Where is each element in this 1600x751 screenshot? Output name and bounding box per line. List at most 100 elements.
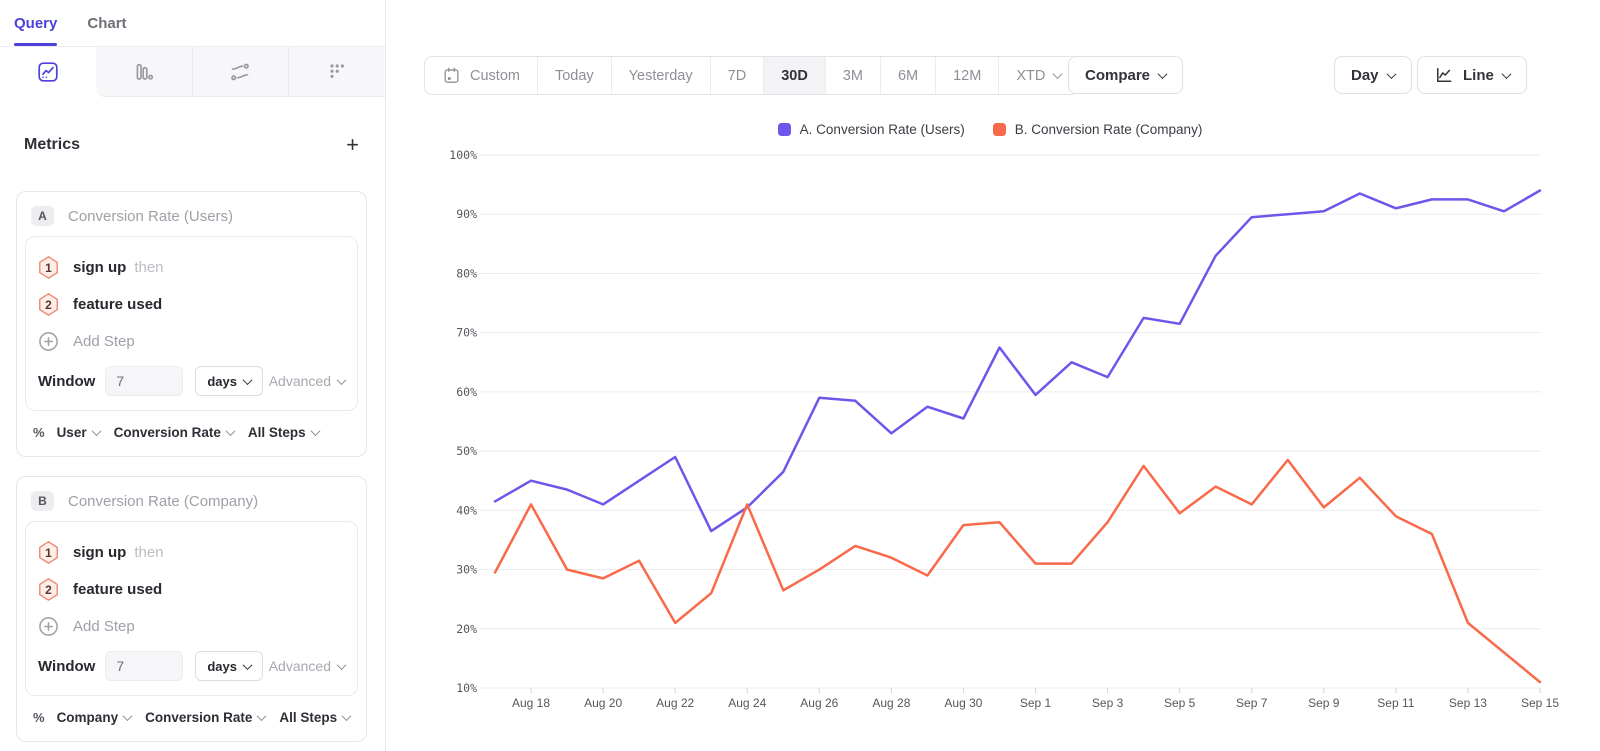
circle-plus-icon — [39, 332, 58, 351]
step-number-badge: 1 — [39, 541, 58, 564]
legend-swatch-a — [777, 123, 791, 136]
insights-icon[interactable] — [0, 47, 96, 97]
granularity-dropdown[interactable]: Day — [1334, 56, 1412, 94]
range-12m[interactable]: 12M — [936, 57, 1000, 94]
compare-dropdown[interactable]: Compare — [1068, 56, 1184, 94]
retention-icon[interactable] — [288, 47, 385, 97]
step-number-badge: 1 — [39, 256, 58, 279]
chevron-down-icon — [256, 711, 267, 722]
window-unit-dropdown[interactable]: days — [195, 651, 263, 681]
window-unit-dropdown[interactable]: days — [195, 366, 263, 396]
step-event-label: sign up — [73, 259, 127, 276]
step-event-label: feature used — [73, 581, 163, 598]
range-3m[interactable]: 3M — [826, 57, 881, 94]
chevron-down-icon — [242, 374, 253, 385]
funnel-icon[interactable] — [95, 47, 192, 97]
chevron-down-icon — [225, 426, 236, 437]
range-30d[interactable]: 30D — [764, 57, 826, 94]
measure-dropdown[interactable]: Conversion Rate — [145, 710, 267, 725]
advanced-dropdown[interactable]: Advanced — [269, 658, 347, 674]
sidebar-tabs: Query Chart — [0, 0, 385, 47]
legend-item-a[interactable]: A. Conversion Rate (Users) — [777, 122, 965, 137]
line-chart-icon — [1437, 68, 1452, 82]
range-custom[interactable]: Custom — [425, 57, 538, 94]
chevron-down-icon — [91, 426, 102, 437]
window-row: Window days Advanced — [38, 366, 347, 396]
steps-box-a: 1 sign up then 2 feature used Add Step — [25, 236, 358, 411]
steps-dropdown[interactable]: All Steps — [248, 425, 321, 440]
chevron-down-icon — [122, 711, 133, 722]
window-label: Window — [38, 372, 96, 390]
chevron-down-icon — [341, 711, 352, 722]
metric-footer-a: % User Conversion Rate All Steps — [25, 411, 358, 442]
flows-icon[interactable] — [191, 47, 289, 97]
step-row[interactable]: 2 feature used — [38, 286, 345, 323]
tab-query[interactable]: Query — [14, 0, 58, 46]
metric-title-b: Conversion Rate (Company) — [68, 492, 259, 510]
step-row[interactable]: 2 feature used — [38, 571, 345, 608]
entity-dropdown[interactable]: Company — [57, 710, 133, 725]
query-sidebar: Query Chart — [0, 0, 386, 751]
chevron-down-icon — [1501, 68, 1512, 79]
steps-dropdown[interactable]: All Steps — [279, 710, 352, 725]
entity-dropdown[interactable]: User — [57, 425, 102, 440]
chevron-down-icon — [242, 659, 253, 670]
metric-card-a: A Conversion Rate (Users) 1 sign up then… — [16, 191, 367, 457]
chevron-down-icon — [336, 374, 347, 385]
range-7d[interactable]: 7D — [711, 57, 765, 94]
metric-footer-b: % Company Conversion Rate All Steps — [25, 696, 358, 727]
metric-title-a: Conversion Rate (Users) — [68, 207, 234, 225]
add-step-button[interactable]: Add Step — [38, 608, 345, 643]
tab-chart[interactable]: Chart — [87, 14, 127, 32]
metrics-header: Metrics + — [0, 132, 385, 157]
steps-box-b: 1 sign up then 2 feature used Add Step — [25, 521, 358, 696]
window-value-input[interactable] — [105, 651, 184, 681]
chevron-down-icon — [310, 426, 321, 437]
metrics-title: Metrics — [24, 136, 81, 153]
step-number-badge: 2 — [39, 578, 58, 601]
measure-dropdown[interactable]: Conversion Rate — [114, 425, 236, 440]
metric-card-b: B Conversion Rate (Company) 1 sign up th… — [16, 476, 367, 742]
range-today[interactable]: Today — [538, 57, 612, 94]
metric-card-b-header[interactable]: B Conversion Rate (Company) — [25, 487, 358, 521]
percent-symbol: % — [33, 425, 45, 440]
step-event-label: feature used — [73, 296, 163, 313]
report-type-toolbar — [0, 47, 385, 97]
chevron-down-icon — [1157, 68, 1168, 79]
range-xtd[interactable]: XTD — [999, 57, 1078, 94]
add-metric-button[interactable]: + — [346, 132, 359, 157]
range-6m[interactable]: 6M — [881, 57, 937, 94]
step-row[interactable]: 1 sign up then — [38, 249, 345, 286]
metric-badge-a: A — [31, 206, 54, 226]
chevron-down-icon — [336, 659, 347, 670]
chevron-down-icon — [1386, 68, 1396, 79]
legend-swatch-b — [992, 123, 1006, 136]
step-row[interactable]: 1 sign up then — [38, 534, 345, 571]
calendar-icon — [444, 67, 459, 83]
circle-plus-icon — [39, 617, 58, 636]
step-number-badge: 2 — [39, 293, 58, 316]
chart-legend: A. Conversion Rate (Users) B. Conversion… — [420, 122, 1560, 137]
percent-symbol: % — [33, 710, 45, 725]
step-suffix: then — [134, 259, 164, 276]
date-range-control: Custom Today Yesterday 7D 30D 3M 6M 12M … — [424, 56, 1080, 95]
step-event-label: sign up — [73, 544, 127, 561]
metric-card-a-header[interactable]: A Conversion Rate (Users) — [25, 202, 358, 236]
step-suffix: then — [134, 544, 164, 561]
chart-type-dropdown[interactable]: Line — [1417, 56, 1527, 94]
window-label: Window — [38, 657, 96, 675]
window-value-input[interactable] — [105, 366, 184, 396]
chevron-down-icon — [1052, 69, 1063, 80]
legend-item-b[interactable]: B. Conversion Rate (Company) — [992, 122, 1203, 137]
window-row: Window days Advanced — [38, 651, 347, 681]
add-step-button[interactable]: Add Step — [38, 323, 345, 358]
add-step-label: Add Step — [73, 618, 135, 635]
legend-label-b: B. Conversion Rate (Company) — [1014, 122, 1203, 137]
chart-panel: Custom Today Yesterday 7D 30D 3M 6M 12M … — [387, 0, 1600, 751]
add-step-label: Add Step — [73, 333, 135, 350]
metric-badge-b: B — [31, 491, 54, 511]
advanced-dropdown[interactable]: Advanced — [269, 373, 347, 389]
range-yesterday[interactable]: Yesterday — [612, 57, 711, 94]
legend-label-a: A. Conversion Rate (Users) — [799, 122, 965, 137]
